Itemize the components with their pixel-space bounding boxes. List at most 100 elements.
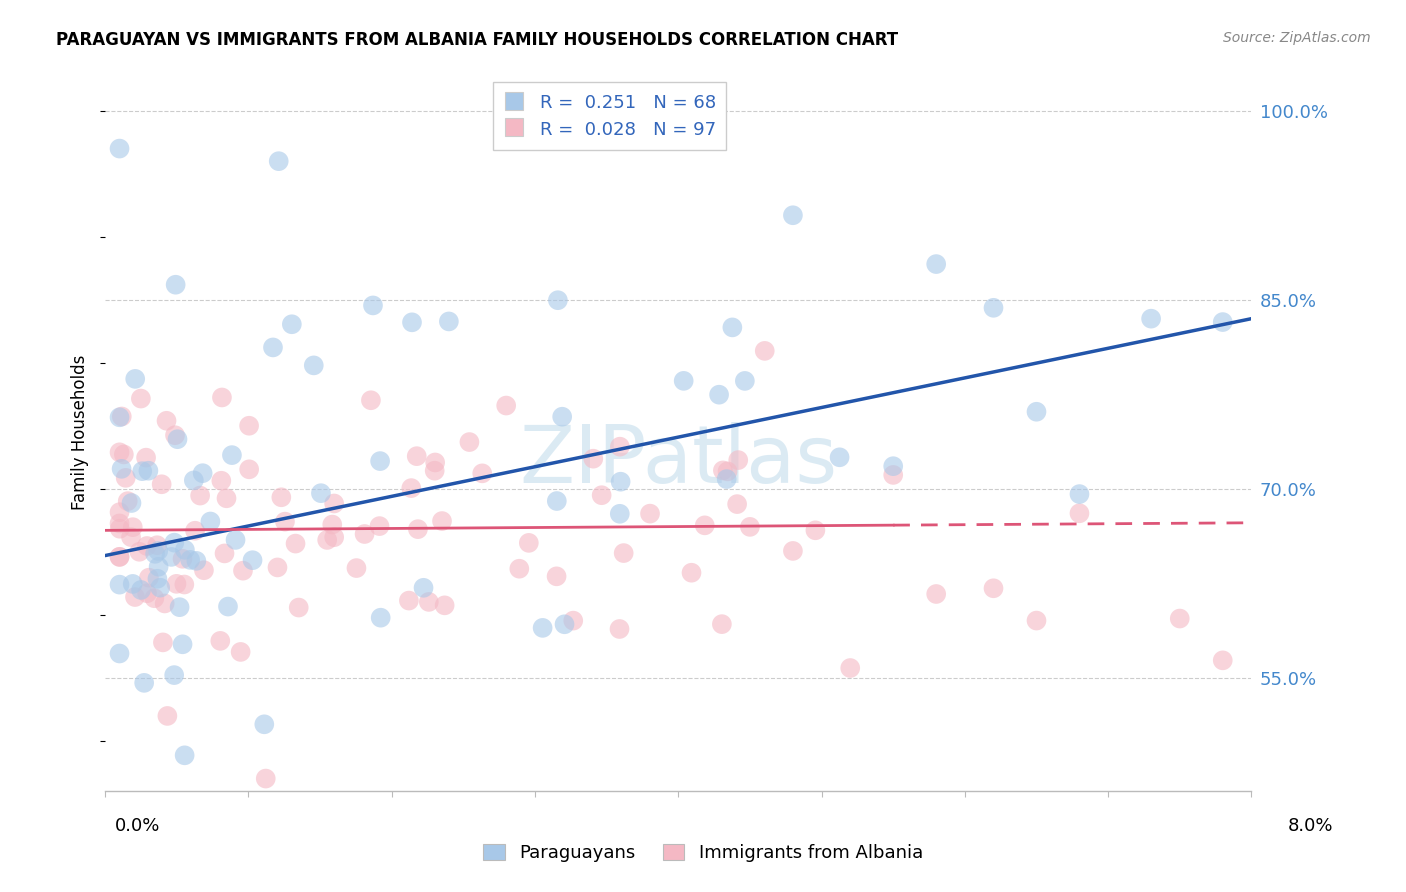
Point — [156, 709, 179, 723]
Point — [398, 593, 420, 607]
Point — [309, 486, 332, 500]
Point — [983, 582, 1005, 596]
Point — [254, 772, 277, 786]
Point — [160, 549, 183, 564]
Point — [716, 464, 738, 478]
Point — [169, 600, 191, 615]
Point — [134, 676, 156, 690]
Point — [155, 414, 177, 428]
Point — [209, 633, 232, 648]
Point — [284, 536, 307, 550]
Point — [129, 392, 152, 406]
Point — [609, 440, 631, 454]
Point — [353, 527, 375, 541]
Point — [114, 471, 136, 485]
Point — [925, 257, 948, 271]
Point — [721, 320, 744, 334]
Point — [437, 314, 460, 328]
Point — [215, 491, 238, 506]
Text: ZIPatlas: ZIPatlas — [519, 422, 838, 500]
Point — [716, 472, 738, 486]
Point — [1212, 653, 1234, 667]
Point — [146, 572, 169, 586]
Point — [108, 445, 131, 459]
Point — [209, 474, 232, 488]
Point — [368, 519, 391, 533]
Y-axis label: Family Households: Family Households — [72, 354, 89, 509]
Point — [433, 599, 456, 613]
Point — [184, 524, 207, 538]
Point — [401, 481, 423, 495]
Point — [136, 586, 159, 600]
Point — [547, 293, 569, 308]
Point — [124, 372, 146, 386]
Point — [108, 142, 131, 156]
Point — [1069, 487, 1091, 501]
Legend: Paraguayans, Immigrants from Albania: Paraguayans, Immigrants from Albania — [475, 837, 931, 870]
Point — [609, 507, 631, 521]
Point — [108, 577, 131, 591]
Point — [471, 467, 494, 481]
Text: PARAGUAYAN VS IMMIGRANTS FROM ALBANIA FAMILY HOUSEHOLDS CORRELATION CHART: PARAGUAYAN VS IMMIGRANTS FROM ALBANIA FA… — [56, 31, 898, 49]
Point — [165, 277, 187, 292]
Point — [117, 494, 139, 508]
Point — [135, 539, 157, 553]
Point — [546, 569, 568, 583]
Point — [121, 520, 143, 534]
Point — [1140, 311, 1163, 326]
Point — [152, 635, 174, 649]
Point — [693, 518, 716, 533]
Point — [707, 387, 730, 401]
Point — [267, 154, 290, 169]
Point — [1168, 611, 1191, 625]
Point — [1025, 614, 1047, 628]
Point — [225, 533, 247, 547]
Point — [425, 455, 447, 469]
Point — [174, 542, 197, 557]
Point — [370, 610, 392, 624]
Point — [266, 560, 288, 574]
Point — [562, 614, 585, 628]
Point — [124, 590, 146, 604]
Point — [146, 538, 169, 552]
Point — [882, 467, 904, 482]
Point — [173, 577, 195, 591]
Text: 8.0%: 8.0% — [1288, 817, 1333, 835]
Point — [108, 522, 131, 536]
Point — [108, 410, 131, 425]
Point — [546, 494, 568, 508]
Point — [153, 597, 176, 611]
Point — [423, 464, 446, 478]
Point — [302, 359, 325, 373]
Point — [112, 447, 135, 461]
Point — [229, 645, 252, 659]
Point — [323, 530, 346, 544]
Point — [613, 546, 636, 560]
Point — [609, 622, 631, 636]
Point — [232, 564, 254, 578]
Point — [214, 546, 236, 560]
Point — [738, 520, 761, 534]
Point — [710, 617, 733, 632]
Point — [412, 581, 434, 595]
Point — [321, 517, 343, 532]
Point — [681, 566, 703, 580]
Point — [638, 507, 661, 521]
Point — [418, 595, 440, 609]
Point — [111, 409, 134, 424]
Point — [149, 581, 172, 595]
Point — [725, 497, 748, 511]
Legend: R =  0.251   N = 68, R =  0.028   N = 97: R = 0.251 N = 68, R = 0.028 N = 97 — [492, 82, 727, 150]
Point — [925, 587, 948, 601]
Point — [163, 535, 186, 549]
Point — [316, 533, 339, 547]
Point — [551, 409, 574, 424]
Point — [108, 505, 131, 519]
Point — [591, 488, 613, 502]
Point — [150, 477, 173, 491]
Point — [108, 647, 131, 661]
Point — [186, 554, 208, 568]
Point — [183, 474, 205, 488]
Point — [121, 496, 143, 510]
Point — [163, 668, 186, 682]
